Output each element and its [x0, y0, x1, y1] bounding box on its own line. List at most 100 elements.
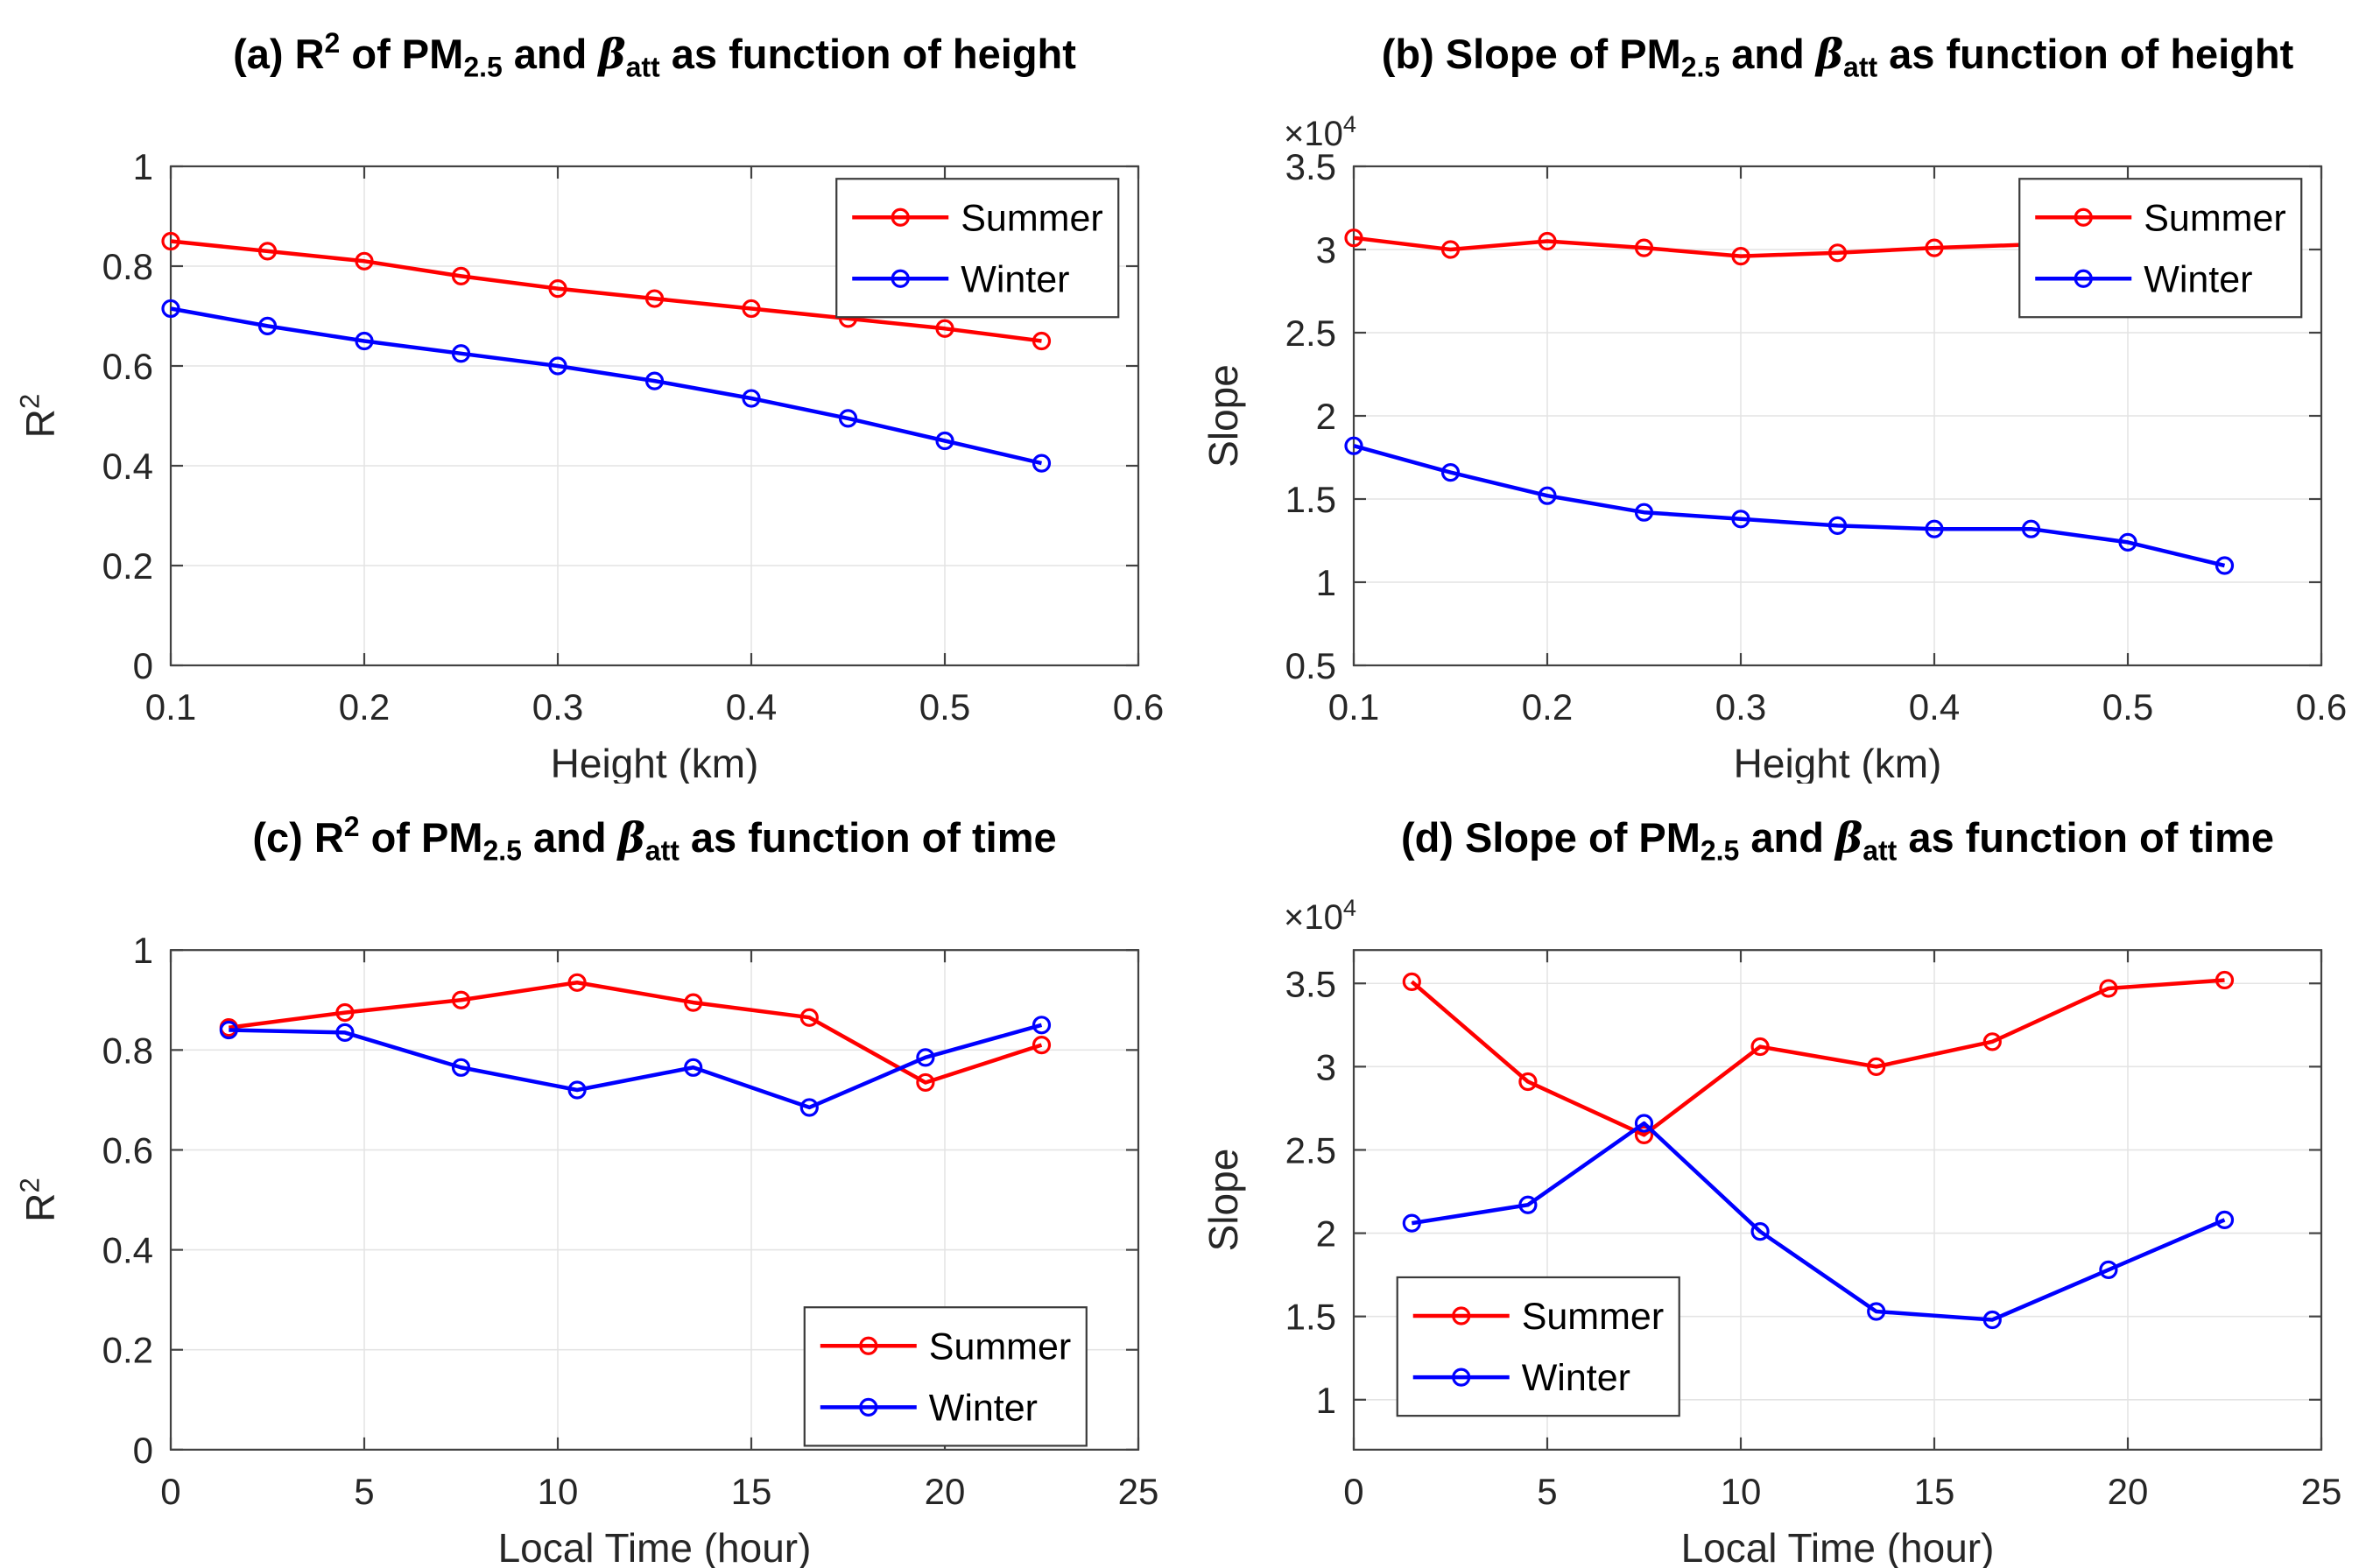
chart-d: 0 5 10 15 20 25 1 1.5 2 2.5 3 3.5 ×104 (d) Slope of P…	[1201, 814, 2342, 1568]
y-tick-label: 2	[1316, 1213, 1336, 1255]
data-marker	[548, 356, 567, 376]
data-marker	[355, 331, 374, 351]
data-marker	[335, 1023, 355, 1042]
x-axis-label: Local Time (hour)	[1681, 1525, 1995, 1568]
data-marker	[2099, 1260, 2118, 1280]
data-marker	[451, 1058, 471, 1077]
y-axis-label: Slope	[1201, 1149, 1246, 1252]
data-marker	[1032, 1016, 1052, 1035]
series-line	[1353, 444, 2226, 568]
x-tick-label: 0.3	[532, 686, 583, 728]
data-marker	[916, 1048, 935, 1067]
x-tick-label: 0.5	[919, 686, 970, 728]
data-marker	[1731, 247, 1750, 266]
data-marker	[1634, 1125, 1654, 1144]
legend-box	[835, 178, 1120, 319]
y-tick-label: 0	[133, 645, 153, 686]
x-tick-label: 0.3	[1715, 686, 1766, 728]
tick-marks	[1352, 950, 2323, 1450]
chart-b: 0.1 0.2 0.3 0.4 0.5 0.6 0.5 1 1.5 2 2.5 3 3.5×104 (b)…	[1201, 31, 2347, 784]
legend-marker	[1452, 1306, 1471, 1325]
x-tick-label: 0.5	[2102, 686, 2153, 728]
y-tick-label: 0.6	[102, 1129, 153, 1171]
y-tick-label: 3.5	[1285, 146, 1336, 187]
legend-box	[1396, 1276, 1680, 1417]
legend-label-summer: Summer	[961, 197, 1102, 239]
data-marker	[1402, 1213, 1421, 1233]
legend-marker	[2074, 207, 2093, 227]
series-summer	[219, 973, 1052, 1093]
data-marker	[1344, 436, 1363, 455]
series-line	[1410, 978, 2225, 1137]
series-line	[170, 306, 1043, 466]
legend: Summer Winter	[803, 1306, 1088, 1447]
data-marker	[916, 1072, 935, 1093]
data-marker	[742, 389, 761, 408]
legend-label-winter: Winter	[2144, 258, 2252, 300]
data-marker	[2021, 519, 2041, 538]
y-axis-label: Slope	[1201, 364, 1246, 468]
tick-marks	[169, 949, 1140, 1451]
data-marker	[1634, 1114, 1654, 1133]
data-marker	[1440, 462, 1461, 482]
y-tick-label: 0.8	[102, 1030, 153, 1071]
x-axis-label: Height (km)	[551, 741, 759, 784]
y-tick-label: 0.4	[102, 1230, 153, 1271]
data-marker	[838, 409, 858, 428]
data-marker	[1634, 503, 1654, 522]
data-marker	[1538, 231, 1557, 251]
y-tick-label: 3	[1316, 1046, 1336, 1087]
chart-c: 0 5 10 15 20 25 0 0.2 0.4 0.6 0.8 1 (c) R2 of PM2.5 …	[15, 811, 1159, 1568]
data-marker	[355, 251, 374, 271]
x-tick-label: 0.6	[2296, 686, 2347, 728]
y-tick-label: 1	[1316, 562, 1336, 603]
y-tick-label: 1	[133, 930, 153, 971]
x-tick-label: 0.6	[1113, 686, 1164, 728]
data-marker	[1032, 1036, 1052, 1055]
legend-marker	[891, 269, 910, 288]
data-marker	[935, 319, 954, 338]
y-tick-label: 3	[1316, 229, 1336, 271]
x-tick-label: 20	[2108, 1471, 2149, 1512]
legend-marker	[2074, 269, 2093, 288]
series-winter	[161, 299, 1052, 473]
legend-box	[803, 1306, 1088, 1447]
y-tick-label: 0	[133, 1430, 153, 1471]
chart-title: (b) Slope of PM2.5 and βatt as function …	[1382, 31, 2294, 82]
data-marker	[2215, 556, 2235, 575]
data-marker	[161, 231, 180, 251]
y-tick-label: 0.8	[102, 246, 153, 287]
x-tick-label: 0	[1343, 1471, 1363, 1512]
x-tick-label: 20	[925, 1471, 966, 1512]
data-marker	[2099, 979, 2118, 998]
series-summer	[1344, 229, 2041, 266]
data-marker	[1750, 1037, 1770, 1057]
series-line	[1411, 1121, 2226, 1322]
data-marker	[1032, 454, 1052, 473]
series-line	[229, 1023, 1043, 1110]
data-marker	[799, 1098, 819, 1117]
data-marker	[2215, 970, 2235, 990]
y-tick-label: 1	[1316, 1380, 1336, 1421]
chart-title: (c) R2 of PM2.5 and βatt as function of …	[252, 811, 1056, 866]
series-winter	[1344, 436, 2235, 575]
data-marker	[1731, 510, 1750, 529]
data-marker	[1750, 1222, 1770, 1241]
legend-label-winter: Winter	[961, 258, 1069, 300]
y-axis-label: R2	[15, 394, 64, 439]
legend-box	[2018, 178, 2303, 319]
series-line	[229, 981, 1043, 1085]
data-marker	[935, 431, 954, 451]
y-tick-label: 1.5	[1285, 1297, 1336, 1338]
y-axis-exponent: ×104	[1284, 894, 1356, 937]
y-tick-label: 0.4	[102, 446, 153, 487]
y-tick-label: 1	[133, 146, 153, 187]
x-tick-label: 25	[2301, 1471, 2342, 1512]
tick-marks	[1352, 165, 2323, 667]
data-marker	[567, 1080, 587, 1100]
legend-marker	[1452, 1368, 1471, 1387]
data-marker	[1925, 238, 1944, 257]
axis-box	[169, 949, 1140, 1451]
series-line	[170, 239, 1042, 343]
data-marker	[335, 1002, 355, 1023]
